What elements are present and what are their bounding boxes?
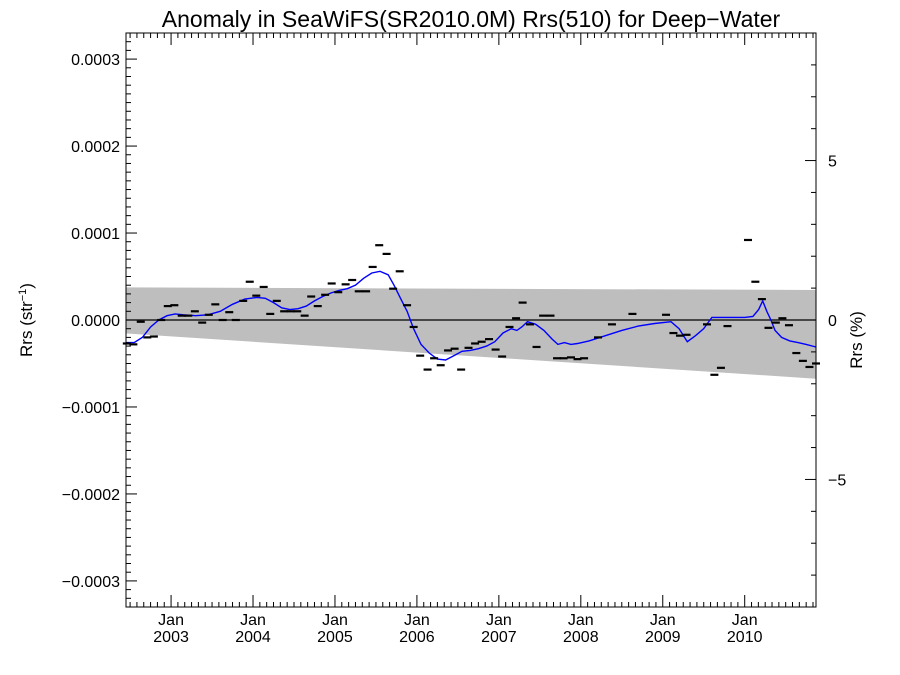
right-tick-label: −5 (828, 472, 846, 489)
left-tick-label: 0.0000 (71, 313, 120, 330)
monthly-anomaly-markers (122, 238, 820, 376)
x-tick-month-label: Jan (158, 612, 184, 629)
x-tick-month-label: Jan (322, 612, 348, 629)
x-tick-year-label: 2003 (153, 629, 189, 646)
x-tick-year-label: 2010 (727, 629, 763, 646)
uncertainty-band (126, 287, 816, 379)
left-y-axis-ticks: 0.0003 0.0002 0.0001 0.0000 −0.0001 −0.0002 −0… (62, 32, 137, 608)
x-tick-month-label: Jan (404, 612, 430, 629)
right-y-axis-ticks: 5 0 −5 (805, 32, 846, 608)
left-tick-label: 0.0001 (71, 226, 120, 243)
uncertainty-band-layer (126, 287, 816, 379)
x-tick-month-label: Jan (732, 612, 758, 629)
x-tick-year-label: 2004 (235, 629, 271, 646)
left-tick-label: 0.0002 (71, 139, 120, 156)
x-axis-ticks: Jan2003Jan2004Jan2005Jan2006Jan2007Jan20… (129, 33, 814, 646)
x-tick-month-label: Jan (240, 612, 266, 629)
left-tick-label: −0.0003 (62, 574, 120, 591)
x-tick-year-label: 2008 (563, 629, 599, 646)
x-tick-year-label: 2009 (645, 629, 681, 646)
right-y-axis-label: Rrs (%) (847, 311, 866, 369)
smoothed-series-layer (126, 270, 817, 361)
x-tick-year-label: 2006 (399, 629, 435, 646)
x-tick-month-label: Jan (486, 612, 512, 629)
x-tick-year-label: 2005 (317, 629, 353, 646)
x-tick-year-label: 2007 (481, 629, 517, 646)
left-tick-label: −0.0002 (62, 487, 120, 504)
left-tick-label: −0.0001 (62, 400, 120, 417)
chart-title: Anomaly in SeaWiFS(SR2010.0M) Rrs(510) f… (162, 6, 781, 32)
x-tick-month-label: Jan (650, 612, 676, 629)
left-y-axis-label: Rrs (str−1) (17, 283, 36, 357)
x-tick-month-label: Jan (568, 612, 594, 629)
left-tick-label: 0.0003 (71, 52, 120, 69)
smoothed-anomaly-line (126, 270, 817, 361)
right-tick-label: 5 (828, 154, 837, 171)
right-tick-label: 0 (828, 313, 837, 330)
